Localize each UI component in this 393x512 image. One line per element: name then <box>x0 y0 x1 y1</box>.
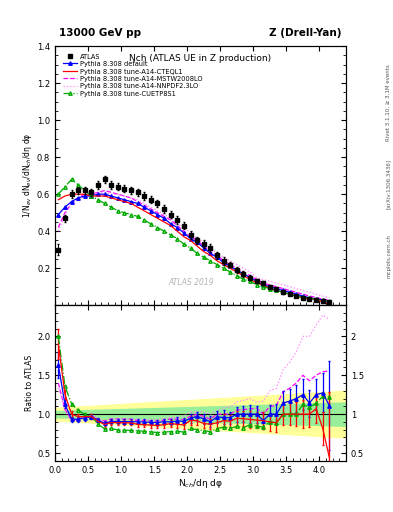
Text: [arXiv:1306.3436]: [arXiv:1306.3436] <box>386 159 391 209</box>
X-axis label: N$_{ch}$/dη dφ: N$_{ch}$/dη dφ <box>178 477 223 490</box>
Text: mcplots.cern.ch: mcplots.cern.ch <box>386 234 391 278</box>
Text: Nch (ATLAS UE in Z production): Nch (ATLAS UE in Z production) <box>129 54 272 63</box>
Legend: ATLAS, Pythia 8.308 default, Pythia 8.308 tune-A14-CTEQL1, Pythia 8.308 tune-A14: ATLAS, Pythia 8.308 default, Pythia 8.30… <box>61 52 204 98</box>
Y-axis label: Ratio to ATLAS: Ratio to ATLAS <box>25 355 34 411</box>
Y-axis label: 1/N$_{ev}$ dN$_{ev}$/dN$_{ch}$/dη dφ: 1/N$_{ev}$ dN$_{ev}$/dN$_{ch}$/dη dφ <box>21 133 34 219</box>
Text: Z (Drell-Yan): Z (Drell-Yan) <box>270 28 342 38</box>
Text: 13000 GeV pp: 13000 GeV pp <box>59 28 141 38</box>
Text: Rivet 3.1.10, ≥ 3.1M events: Rivet 3.1.10, ≥ 3.1M events <box>386 64 391 141</box>
Text: ATLAS 2019: ATLAS 2019 <box>169 278 215 287</box>
